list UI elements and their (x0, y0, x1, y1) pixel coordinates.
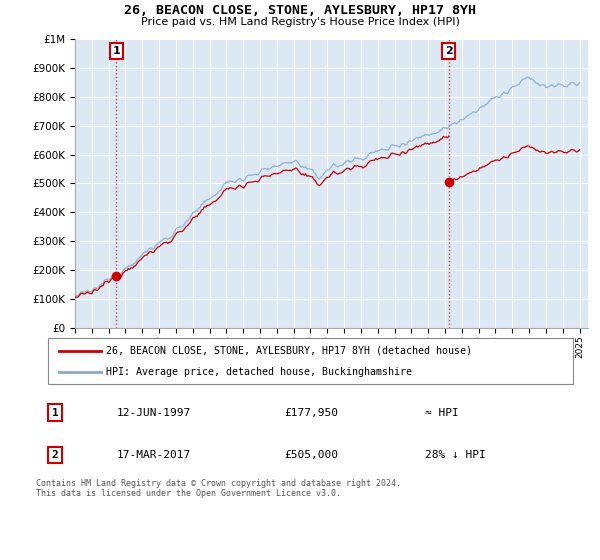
Text: 2: 2 (445, 46, 452, 56)
Text: Contains HM Land Registry data © Crown copyright and database right 2024.
This d: Contains HM Land Registry data © Crown c… (36, 479, 401, 498)
Text: 26, BEACON CLOSE, STONE, AYLESBURY, HP17 8YH: 26, BEACON CLOSE, STONE, AYLESBURY, HP17… (124, 4, 476, 17)
Text: 26, BEACON CLOSE, STONE, AYLESBURY, HP17 8YH (detached house): 26, BEACON CLOSE, STONE, AYLESBURY, HP17… (106, 346, 472, 356)
Text: HPI: Average price, detached house, Buckinghamshire: HPI: Average price, detached house, Buck… (106, 367, 412, 377)
Text: 2: 2 (52, 450, 58, 460)
Text: ≈ HPI: ≈ HPI (425, 408, 458, 418)
FancyBboxPatch shape (48, 338, 573, 384)
Text: £177,950: £177,950 (284, 408, 338, 418)
Text: 12-JUN-1997: 12-JUN-1997 (117, 408, 191, 418)
Text: Price paid vs. HM Land Registry's House Price Index (HPI): Price paid vs. HM Land Registry's House … (140, 17, 460, 27)
Text: 1: 1 (52, 408, 58, 418)
Text: 17-MAR-2017: 17-MAR-2017 (117, 450, 191, 460)
Text: 28% ↓ HPI: 28% ↓ HPI (425, 450, 485, 460)
Text: £505,000: £505,000 (284, 450, 338, 460)
Text: 1: 1 (112, 46, 120, 56)
